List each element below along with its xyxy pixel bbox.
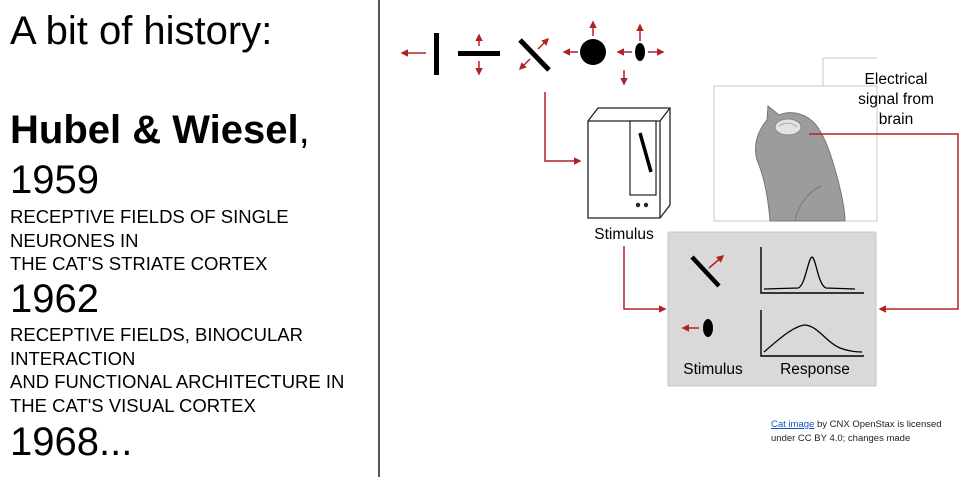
credit-text: by CNX OpenStax is licensed	[814, 419, 942, 430]
year-1959: 1959	[10, 158, 99, 202]
history-text-panel: A bit of history: Hubel & Wiesel, 1959 R…	[0, 0, 378, 477]
monitor-label: Stimulus	[594, 226, 654, 243]
paper-line: THE CAT'S STRIATE CORTEX	[10, 253, 268, 274]
authors-names: Hubel & Wiesel	[10, 108, 299, 152]
horizontal-bar-icon	[458, 33, 500, 76]
cat-icon	[754, 105, 846, 222]
response-curve-icon	[760, 247, 864, 294]
experiment-diagram: Stimulus Electrical signal from brain	[400, 20, 959, 387]
vertical-bar-icon	[400, 33, 439, 75]
stimulus-icons-row	[400, 20, 665, 86]
paper-line: THE CAT'S VISUAL CORTEX	[10, 394, 256, 416]
cat-image	[713, 57, 878, 222]
paper-line: INTERACTION	[10, 347, 136, 369]
authors-suffix: ,	[298, 108, 310, 152]
stimulus-to-panel-arrow	[623, 246, 667, 313]
cat-image-link[interactable]: Cat image	[771, 419, 815, 430]
panel-response-label: Response	[780, 361, 850, 378]
oval-icon	[616, 23, 665, 86]
signal-label-line: signal from	[858, 91, 934, 108]
year-1968: 1968...	[10, 420, 133, 464]
paper-line: NEURONES IN	[10, 229, 139, 251]
slide-title: A bit of history:	[10, 9, 273, 53]
signal-label-line: Electrical	[865, 71, 928, 88]
signal-label-line: brain	[879, 111, 913, 128]
image-credit: Cat image by CNX OpenStax is licensed un…	[771, 418, 942, 446]
paper-1962: RECEPTIVE FIELDS, BINOCULAR INTERACTION …	[10, 323, 344, 417]
paper-line: RECEPTIVE FIELDS OF SINGLE	[10, 206, 289, 227]
dot-icon	[562, 20, 606, 65]
response-curve-icon	[760, 310, 864, 357]
paper-1959: RECEPTIVE FIELDS OF SINGLE NEURONES IN T…	[10, 205, 289, 276]
panel-oval-stimulus	[681, 319, 713, 337]
vertical-divider	[378, 0, 380, 477]
monitor-icon	[587, 107, 671, 219]
diagonal-bar-icon	[518, 37, 551, 72]
response-panel: Stimulus Response	[667, 231, 877, 387]
authors-heading: Hubel & Wiesel,	[10, 107, 310, 153]
year-1962: 1962	[10, 277, 99, 321]
panel-stimulus-label: Stimulus	[683, 361, 743, 378]
credit-license: under CC BY 4.0; changes made	[771, 433, 911, 444]
paper-line: AND FUNCTIONAL ARCHITECTURE IN	[10, 371, 345, 392]
icons-to-monitor-arrow	[544, 92, 582, 165]
panel-diagonal-stimulus	[690, 255, 725, 288]
brain-signal-arrow	[809, 133, 959, 313]
paper-line: RECEPTIVE FIELDS, BINOCULAR	[10, 324, 303, 345]
